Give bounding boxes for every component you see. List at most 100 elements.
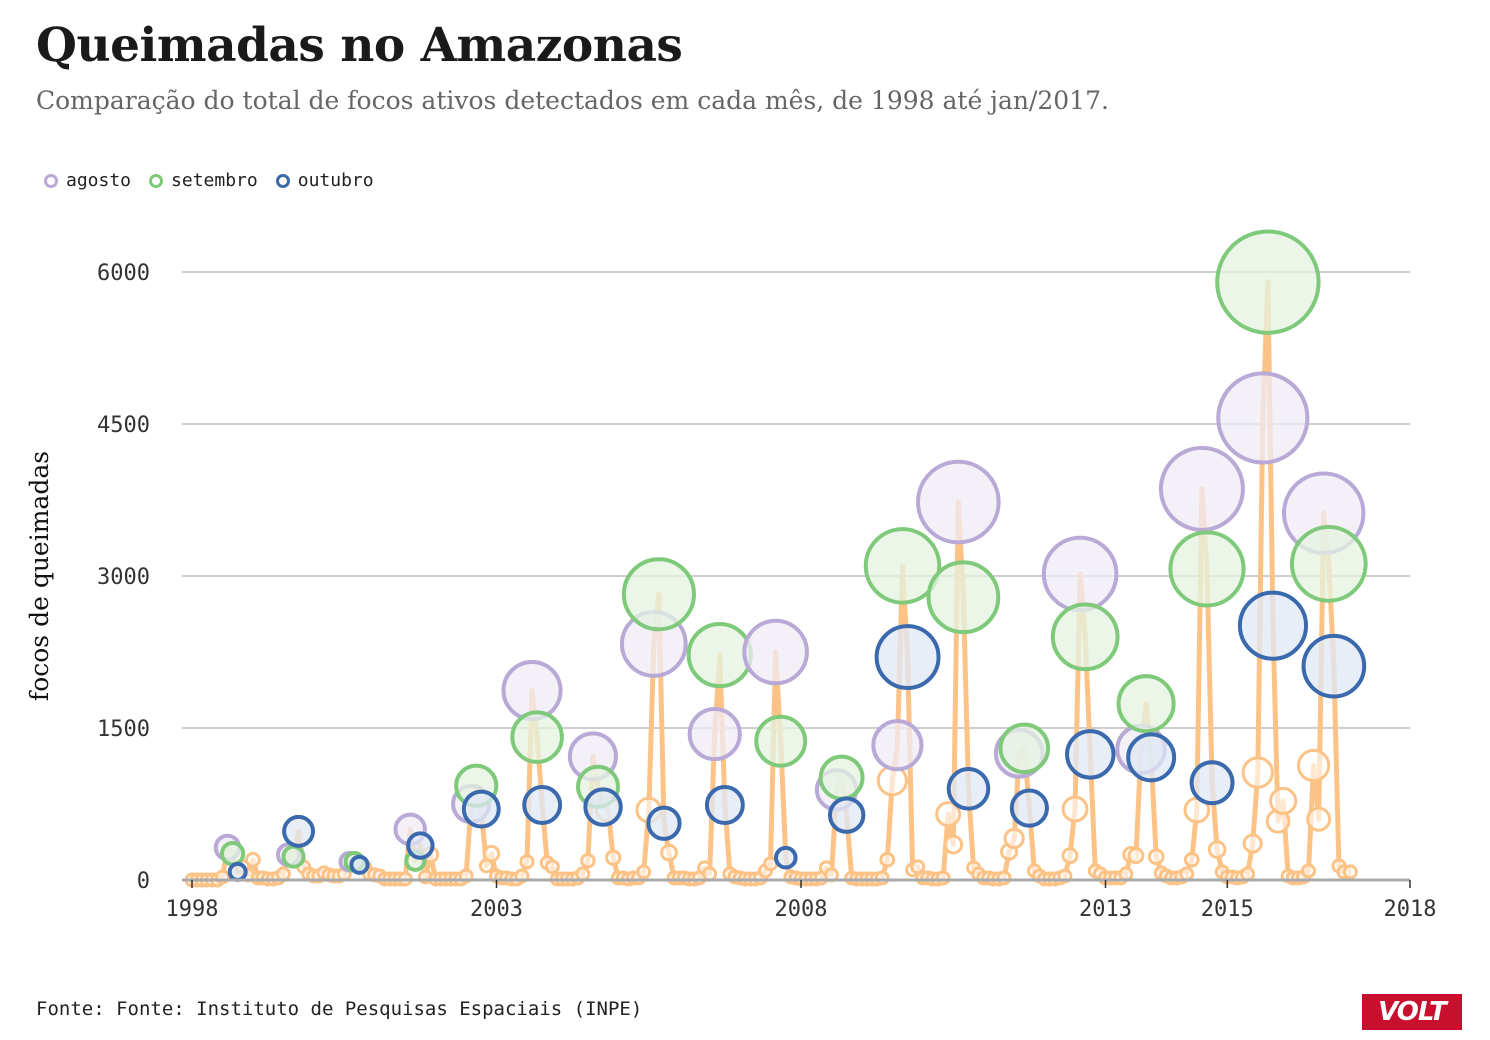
x-tick-label: 2015 [1201,897,1254,922]
bubble-setembro[interactable] [1168,530,1246,608]
month-point[interactable] [1301,863,1316,879]
bubble-outubro[interactable] [406,831,435,860]
bubble-setembro[interactable] [510,710,564,764]
bubbles-layer [213,229,1368,882]
month-point[interactable] [1241,756,1274,789]
legend-label-agosto: agosto [66,170,132,191]
bubble-agosto[interactable] [916,459,1001,545]
bubble-outubro[interactable] [646,805,682,841]
bubble-outubro[interactable] [704,785,745,825]
bubble-outubro[interactable] [461,789,501,829]
bubble-outubro[interactable] [1189,760,1235,806]
y-tick-label: 1500 [97,717,150,742]
bubble-setembro[interactable] [818,754,865,801]
bubble-agosto[interactable] [871,719,924,772]
bubble-setembro[interactable] [1116,674,1176,734]
month-point[interactable] [874,870,890,886]
bubble-setembro[interactable] [1289,524,1368,603]
y-tick-label: 3000 [97,565,150,590]
bubble-agosto[interactable] [687,707,742,762]
bubble-outubro[interactable] [583,787,623,827]
bubble-outubro[interactable] [1237,590,1309,661]
x-tick-label: 2003 [470,897,523,922]
month-point[interactable] [1342,864,1358,880]
bubble-setembro[interactable] [621,557,696,632]
bubble-outubro[interactable] [1065,729,1116,780]
y-tick-label: 4500 [97,413,150,438]
month-point[interactable] [1240,866,1256,882]
month-point[interactable] [605,849,622,866]
month-point[interactable] [1306,806,1332,832]
bubble-outubro[interactable] [1301,633,1367,699]
y-tick-label: 6000 [97,261,150,286]
bubble-setembro[interactable] [1050,602,1120,672]
month-point[interactable] [1183,851,1200,868]
month-point[interactable] [1061,847,1079,865]
month-point[interactable] [580,853,596,869]
legend-swatch-outubro [275,173,290,188]
bubble-agosto[interactable] [501,659,563,722]
bubble-outubro[interactable] [874,624,941,691]
x-tick-label: 1998 [166,897,219,922]
bubble-outubro[interactable] [282,814,316,848]
legend-swatch-agosto [44,173,58,188]
month-point[interactable] [702,866,718,882]
month-point[interactable] [519,854,535,870]
month-point[interactable] [879,851,896,868]
bubble-outubro[interactable] [946,767,991,811]
bubble-outubro[interactable] [1126,732,1177,783]
bubble-setembro[interactable] [863,527,942,605]
bubble-agosto[interactable] [742,618,809,686]
legend-label-setembro: setembro [171,170,258,191]
month-point[interactable] [1179,866,1195,882]
bubble-agosto[interactable] [1041,535,1119,613]
x-tick-label: 2008 [775,897,828,922]
month-point[interactable] [275,866,291,882]
legend-swatch-setembro [149,173,164,188]
bubble-agosto[interactable] [1158,445,1245,532]
legend-label-outubro: outubro [297,170,374,191]
month-point[interactable] [935,801,962,828]
bubble-outubro[interactable] [827,796,866,834]
month-point[interactable] [996,870,1012,886]
y-tick-label: 0 [137,869,150,894]
month-point[interactable] [1242,833,1263,854]
month-point[interactable] [1207,840,1227,859]
legend-item-agosto[interactable]: agosto [44,170,131,191]
bubble-setembro[interactable] [926,560,1001,635]
bubble-setembro[interactable] [1215,229,1321,335]
month-point[interactable] [636,864,652,880]
bubble-setembro[interactable] [281,844,306,869]
month-point[interactable] [482,844,501,863]
month-point[interactable] [1147,848,1165,866]
bubble-setembro[interactable] [219,841,246,867]
bubble-outubro[interactable] [773,845,798,870]
legend-item-outubro[interactable]: outubro [275,170,374,191]
month-point[interactable] [1269,786,1298,816]
month-point[interactable] [245,851,261,868]
chart-subtitle: Comparação do total de focos ativos dete… [36,86,1109,115]
bubble-outubro[interactable] [227,861,248,882]
month-point[interactable] [943,834,964,855]
bubble-outubro[interactable] [1009,788,1049,828]
month-point[interactable] [660,843,678,862]
bubble-setembro[interactable] [686,621,753,689]
bubble-setembro[interactable] [754,714,808,768]
month-point[interactable] [1127,847,1145,865]
bubble-outubro[interactable] [349,854,370,875]
bubble-agosto[interactable] [1216,371,1310,465]
x-tick-label: 2018 [1384,897,1437,922]
month-point[interactable] [1118,866,1134,882]
month-point[interactable] [575,866,591,882]
bubble-outubro[interactable] [522,785,563,825]
volt-logo: VOLT [1362,994,1462,1030]
month-point[interactable] [1061,795,1089,823]
bubble-setembro[interactable] [998,722,1051,775]
month-point[interactable] [1003,827,1025,850]
legend: agosto setembro outubro [44,170,374,191]
month-point[interactable] [544,859,560,875]
month-point[interactable] [1296,748,1331,783]
legend-item-setembro[interactable]: setembro [149,170,258,191]
month-point[interactable] [935,870,951,886]
